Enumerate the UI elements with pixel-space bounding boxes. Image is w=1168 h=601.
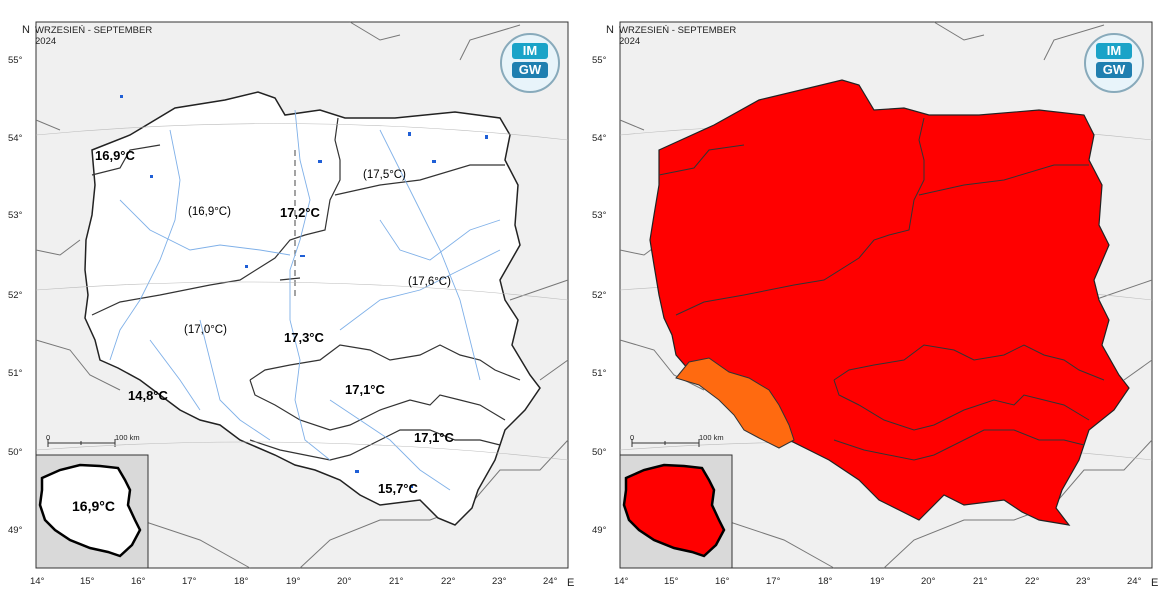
lat-tick: 49°	[8, 525, 23, 536]
imgw-logo: IM GW	[500, 33, 560, 93]
logo-line2: GW	[1096, 62, 1132, 78]
lat-tick: 55°	[592, 55, 607, 66]
north-label: N	[606, 24, 614, 36]
lat-tick: 52°	[592, 290, 607, 301]
temperature-map	[0, 0, 584, 601]
logo-line1: IM	[512, 43, 548, 59]
region-label: (17,0°C)	[184, 324, 227, 336]
lon-tick: 23°	[492, 576, 507, 587]
lon-tick: 15°	[80, 576, 95, 587]
map-year: 2024	[35, 36, 57, 47]
lon-tick: 18°	[234, 576, 249, 587]
region-label: 16,9°C	[95, 148, 135, 163]
east-label: E	[1151, 577, 1159, 589]
region-label: (17,6°C)	[408, 276, 451, 288]
lat-tick: 51°	[592, 368, 607, 379]
region-label: (17,5°C)	[363, 169, 406, 181]
lon-tick: 18°	[818, 576, 833, 587]
inset-label: 16,9°C	[72, 498, 115, 514]
imgw-logo: IM GW	[1084, 33, 1144, 93]
lon-tick: 14°	[614, 576, 629, 587]
lon-tick: 24°	[1127, 576, 1142, 587]
lon-tick: 15°	[664, 576, 679, 587]
scale-end: 100 km	[115, 433, 140, 442]
lat-tick: 55°	[8, 55, 23, 66]
temperature-map-panel: WRZESIEŃ - SEPTEMBER 2024 N E IM GW 55° …	[0, 0, 584, 601]
map-year: 2024	[619, 36, 641, 47]
lon-tick: 14°	[30, 576, 45, 587]
region-label: 14,8°C	[128, 388, 168, 403]
lon-tick: 24°	[543, 576, 558, 587]
region-label: 15,7°C	[378, 481, 418, 496]
lon-tick: 20°	[337, 576, 352, 587]
lon-tick: 22°	[1025, 576, 1040, 587]
map-title: WRZESIEŃ - SEPTEMBER	[35, 25, 153, 36]
lat-tick: 50°	[8, 447, 23, 458]
region-label: 17,1°C	[345, 382, 385, 397]
lon-tick: 17°	[766, 576, 781, 587]
lat-tick: 50°	[592, 447, 607, 458]
lon-tick: 20°	[921, 576, 936, 587]
lat-tick: 49°	[592, 525, 607, 536]
scale-start: 0	[46, 433, 51, 442]
classification-map-panel: WRZESIEŃ - SEPTEMBER 2024 N E IM GW 55° …	[584, 0, 1168, 601]
lon-tick: 23°	[1076, 576, 1091, 587]
lat-tick: 54°	[592, 133, 607, 144]
lat-tick: 54°	[8, 133, 23, 144]
lon-tick: 16°	[715, 576, 730, 587]
north-label: N	[22, 24, 30, 36]
lon-tick: 21°	[389, 576, 404, 587]
logo-line1: IM	[1096, 43, 1132, 59]
region-label: 17,3°C	[284, 330, 324, 345]
logo-line2: GW	[512, 62, 548, 78]
lat-tick: 53°	[592, 210, 607, 221]
lat-tick: 51°	[8, 368, 23, 379]
lon-tick: 22°	[441, 576, 456, 587]
lon-tick: 21°	[973, 576, 988, 587]
region-label: (16,9°C)	[188, 206, 231, 218]
scale-end: 100 km	[699, 433, 724, 442]
scale-start: 0	[630, 433, 635, 442]
lon-tick: 17°	[182, 576, 197, 587]
lon-tick: 19°	[870, 576, 885, 587]
lat-tick: 52°	[8, 290, 23, 301]
lon-tick: 19°	[286, 576, 301, 587]
lat-tick: 53°	[8, 210, 23, 221]
east-label: E	[567, 577, 575, 589]
region-label: 17,1°C	[414, 430, 454, 445]
map-title: WRZESIEŃ - SEPTEMBER	[619, 25, 737, 36]
region-label: 17,2°C	[280, 205, 320, 220]
classification-map	[619, 21, 1153, 569]
lon-tick: 16°	[131, 576, 146, 587]
